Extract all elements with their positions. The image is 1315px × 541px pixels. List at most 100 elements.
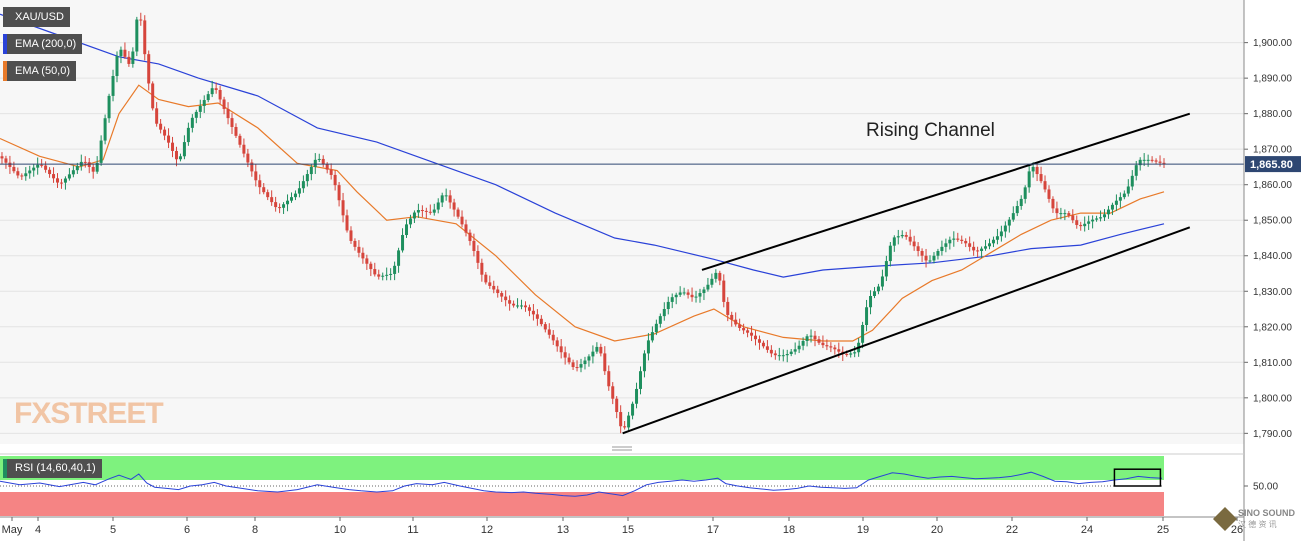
candle-bearish <box>20 175 24 177</box>
candle-bullish <box>444 195 448 197</box>
candle-bullish <box>896 236 900 238</box>
candle-bullish <box>595 346 599 352</box>
candle-bearish <box>619 412 623 427</box>
candle-bearish <box>956 238 960 240</box>
rsi-upper-band <box>0 456 1164 480</box>
candle-bullish <box>289 197 293 201</box>
panel-resize-handle[interactable] <box>612 446 632 451</box>
candle-bearish <box>163 129 167 136</box>
candle-bullish <box>305 174 309 182</box>
candle-bullish <box>710 278 714 285</box>
candle-bullish <box>67 174 71 179</box>
candle-bearish <box>91 166 95 172</box>
candle-bullish <box>520 305 524 307</box>
candle-bullish <box>115 56 119 77</box>
svg-text:FXSTREET: FXSTREET <box>14 397 163 430</box>
candle-bearish <box>1039 174 1043 182</box>
candle-bullish <box>948 239 952 244</box>
candle-bullish <box>591 351 595 357</box>
candle-bullish <box>24 173 28 177</box>
candle-bearish <box>349 230 353 241</box>
candle-bearish <box>1158 161 1162 163</box>
candle-bullish <box>666 301 670 310</box>
candle-bearish <box>773 353 777 356</box>
candle-bearish <box>16 171 20 176</box>
candle-bearish <box>738 324 742 328</box>
candle-bullish <box>401 235 405 251</box>
candle-bearish <box>746 330 750 333</box>
rsi-color-bar <box>3 459 7 478</box>
y-tick-label: 1,890.00 <box>1253 74 1292 85</box>
candle-bearish <box>575 367 579 369</box>
candle-bullish <box>872 291 876 296</box>
candle-bearish <box>837 349 841 352</box>
candle-bearish <box>833 347 837 350</box>
candle-bearish <box>484 274 488 283</box>
candle-bullish <box>1134 165 1138 176</box>
candle-bearish <box>424 210 428 212</box>
candle-series <box>0 12 1166 434</box>
candle-bearish <box>262 187 266 193</box>
candle-bearish <box>607 371 611 387</box>
candle-bullish <box>638 371 642 389</box>
rsi-text: RSI (14,60,40,1) <box>15 462 96 474</box>
candle-bullish <box>282 204 286 208</box>
candle-bearish <box>270 197 274 203</box>
candle-bearish <box>12 166 16 172</box>
candle-bullish <box>516 305 520 307</box>
candle-bullish <box>865 307 869 326</box>
candle-bearish <box>143 20 147 55</box>
candle-bullish <box>642 353 646 372</box>
rsi-highlight-box <box>1113 468 1162 487</box>
candle-bullish <box>1126 186 1130 194</box>
candle-bearish <box>730 314 734 320</box>
candle-bullish <box>678 292 682 295</box>
rsi-label: RSI (14,60,40,1) <box>3 459 102 478</box>
candle-bearish <box>341 200 345 216</box>
candle-bullish <box>103 118 107 141</box>
candle-bearish <box>1047 189 1051 199</box>
candle-bullish <box>928 260 932 262</box>
candle-bearish <box>912 241 916 247</box>
candle-bearish <box>535 314 539 319</box>
candle-bullish <box>1011 213 1015 220</box>
candle-bearish <box>924 255 928 261</box>
ema200-line <box>0 13 1165 278</box>
candle-bearish <box>472 240 476 252</box>
candle-bullish <box>583 360 587 365</box>
y-tick-label: 1,840.00 <box>1253 251 1292 262</box>
candle-bearish <box>452 202 456 210</box>
candle-bullish <box>397 250 401 266</box>
candle-bearish <box>813 335 817 340</box>
candle-bearish <box>464 224 468 233</box>
candle-bearish <box>258 180 262 188</box>
candle-bullish <box>646 340 650 354</box>
candle-bearish <box>825 345 829 347</box>
candle-bullish <box>412 212 416 219</box>
candle-bearish <box>333 174 337 186</box>
candle-bullish <box>900 235 904 237</box>
ema50-label: EMA (50,0) <box>3 61 77 81</box>
y-tick-label: 1,870.00 <box>1253 145 1292 156</box>
candle-bullish <box>1118 197 1122 201</box>
candle-bearish <box>254 171 258 181</box>
y-tick-label: 1,790.00 <box>1253 429 1292 440</box>
candle-bullish <box>698 293 702 297</box>
candle-bullish <box>789 351 793 355</box>
candle-bearish <box>44 165 48 170</box>
candle-bearish <box>734 319 738 325</box>
candle-bearish <box>353 240 357 247</box>
candle-bearish <box>611 386 615 399</box>
symbol-label: XAU/USD <box>3 7 70 27</box>
ema200-label: EMA (200,0) <box>3 34 83 54</box>
candle-bearish <box>56 178 60 183</box>
candle-bullish <box>1103 214 1107 218</box>
candle-bullish <box>662 309 666 317</box>
time-x-axis: May 4 5 6 8 10 11 12 13 15 17 18 19 20 22 24 25 26 <box>0 516 1244 536</box>
candle-bullish <box>785 354 789 356</box>
candle-bearish <box>547 329 551 335</box>
candle-bullish <box>635 388 639 404</box>
candle-bullish <box>309 166 313 175</box>
candle-bearish <box>468 232 472 241</box>
candle-bullish <box>936 251 940 256</box>
